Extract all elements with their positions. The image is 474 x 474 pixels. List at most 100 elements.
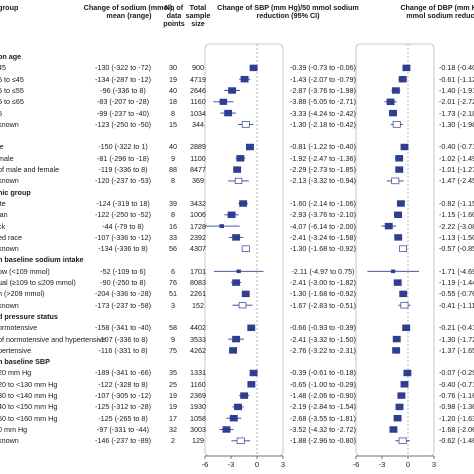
- row-label: ...known: [0, 119, 19, 129]
- row-sodium: -107 (-336 to 8): [98, 334, 148, 344]
- row-data-points: 9: [171, 334, 175, 344]
- row-label: ...known: [0, 244, 19, 254]
- row-sbp-ci-text: -0.65 (-1.00 to -0.29): [290, 379, 356, 389]
- sbp-point-estimate-open: [236, 437, 245, 445]
- row-sbp-ci-text: -1.43 (-2.07 to -0.79): [290, 74, 356, 84]
- sbp-point-estimate: [249, 64, 258, 72]
- row-sodium: -189 (-341 to -66): [95, 368, 151, 378]
- row-sbp-ci-text: -1.67 (-2.83 to -0.51): [290, 300, 356, 310]
- row-dbp-ci-text: -1.47 (-2.45 to -0: [439, 176, 474, 186]
- dbp-point-estimate: [398, 75, 407, 83]
- row-data-points: 75: [169, 345, 177, 355]
- dbp-point-estimate: [397, 392, 406, 399]
- dbp-point-estimate: [402, 324, 411, 332]
- row-data-points: 30: [169, 63, 177, 73]
- row-sodium: -96 (-336 to 8): [100, 85, 146, 95]
- row-sbp-ci-text: -1.92 (-2.47 to -1.36): [290, 153, 356, 163]
- row-sbp-ci-text: -2.13 (-3.32 to -0.94): [290, 176, 356, 186]
- dbp-point-estimate: [393, 414, 402, 422]
- dbp-point-estimate: [386, 98, 395, 106]
- row-sample-size: 1034: [190, 108, 206, 118]
- row-sodium: -99 (-237 to -40): [97, 108, 149, 118]
- row-sodium: -116 (-331 to 8): [98, 345, 148, 355]
- row-label: ...male: [0, 153, 14, 163]
- row-sbp-ci-text: -2.29 (-2.73 to -1.85): [290, 165, 356, 174]
- row-sample-size: 8477: [190, 165, 206, 174]
- row-sodium: -146 (-237 to -89): [95, 436, 151, 446]
- sbp-point-estimate: [232, 279, 241, 286]
- header-data-points: No of data points: [163, 3, 185, 29]
- row-label: ...ck: [0, 221, 6, 231]
- sbp-point-estimate: [240, 75, 249, 83]
- row-data-points: 39: [169, 198, 177, 208]
- row-dbp-ci-text: -0.61 (-1.12 to -0: [439, 74, 474, 84]
- row-sample-size: 4402: [190, 323, 206, 333]
- row-data-points: 51: [169, 289, 177, 299]
- sbp-point-estimate: [249, 369, 258, 377]
- row-dbp-ci-text: -1.01 (-1.27 to -0: [439, 165, 474, 174]
- row-sbp-ci-text: -1.48 (-2.06 to -0.90): [290, 391, 356, 400]
- row-dbp-ci-text: -2.01 (-2.72 to -1: [439, 97, 474, 107]
- row-sample-size: 8083: [190, 278, 206, 287]
- row-dbp-ci-text: -1.15 (-1.60 to -0: [439, 210, 474, 220]
- row-sbp-ci-text: -2.76 (-3.22 to -2.31): [290, 345, 356, 355]
- row-label: ...ual (≥109 to ≤209 mmol): [0, 278, 76, 287]
- sbp-point-estimate: [236, 155, 245, 162]
- row-sodium: -52 (-109 to 6): [100, 266, 146, 276]
- row-data-points: 33: [169, 232, 177, 242]
- row-label: ...0 mm Hg: [0, 424, 28, 434]
- subgroup-header: ...on age: [0, 52, 22, 61]
- row-dbp-ci-text: -1.30 (-1.98 to -0: [439, 119, 474, 129]
- row-data-points: 58: [169, 323, 177, 333]
- row-data-points: 35: [169, 368, 177, 378]
- dbp-point-estimate: [394, 211, 402, 219]
- row-data-points: 76: [169, 278, 177, 287]
- row-sbp-ci-text: -1.30 (-1.68 to -0.92): [290, 289, 356, 299]
- sbp-point-estimate: [240, 392, 249, 399]
- row-data-points: 9: [171, 153, 175, 163]
- row-label: ...h (>209 mmol): [0, 289, 45, 299]
- dbp-point-estimate: [391, 87, 400, 94]
- row-label: ...pertensive: [0, 345, 32, 355]
- row-sbp-ci-text: -2.11 (-4.97 to 0.75): [291, 266, 355, 276]
- row-sbp-ci-text: -0.39 (-0.73 to -0.06): [290, 63, 356, 73]
- row-sample-size: 2369: [190, 391, 206, 400]
- dbp-point-estimate-open: [391, 177, 400, 185]
- dbp-point-estimate: [399, 290, 408, 298]
- row-sample-size: 1100: [190, 153, 206, 163]
- row-sodium: -122 (-328 to 8): [98, 379, 148, 389]
- sbp-point-estimate: [227, 211, 236, 219]
- dbp-panel-frame: [355, 43, 435, 457]
- row-sodium: -125 (-265 to 8): [98, 413, 148, 423]
- row-sodium: -119 (-336 to 8): [98, 165, 148, 174]
- row-label: ...20 mm Hg: [0, 368, 32, 378]
- row-label: ...5 to ≤65: [0, 97, 24, 107]
- row-label: ...known: [0, 176, 19, 186]
- sbp-point-estimate: [222, 426, 231, 433]
- row-sodium: -122 (-250 to -52): [95, 210, 151, 220]
- row-label: ...le: [0, 142, 4, 152]
- row-label: ...30 to <140 mm Hg: [0, 391, 58, 400]
- dbp-point-estimate: [395, 166, 404, 173]
- dbp-point-estimate: [389, 109, 397, 117]
- row-sample-size: 1160: [190, 97, 206, 107]
- dbp-point-estimate: [396, 200, 405, 207]
- dbp-point-estimate: [400, 143, 409, 151]
- row-dbp-ci-text: -1.02 (-1.49 to -0: [439, 153, 474, 163]
- row-label: ...ormotensive: [0, 323, 38, 333]
- row-sodium: -123 (-250 to -50): [95, 119, 151, 129]
- subgroup-header: ...n baseline sodium intake: [0, 255, 84, 265]
- row-dbp-ci-text: -1.30 (-1.72 to -0: [439, 334, 474, 344]
- row-sample-size: 2392: [190, 232, 206, 242]
- sbp-point-estimate-open: [241, 245, 250, 252]
- dbp-point-estimate-open: [398, 437, 407, 445]
- dbp-point-estimate: [392, 347, 401, 354]
- header-sbp: Change of SBP (mm Hg)/50 mmol sodium red…: [217, 3, 359, 21]
- row-label: ...ite: [0, 198, 6, 208]
- row-data-points: 2: [171, 436, 175, 446]
- subgroup-header: ...d pressure status: [0, 311, 58, 321]
- row-dbp-ci-text: -1.40 (-1.91 to -0: [439, 85, 474, 95]
- row-sample-size: 1058: [190, 413, 206, 423]
- row-sample-size: 2889: [190, 142, 206, 152]
- row-sodium: -150 (-322 to 1): [98, 142, 148, 152]
